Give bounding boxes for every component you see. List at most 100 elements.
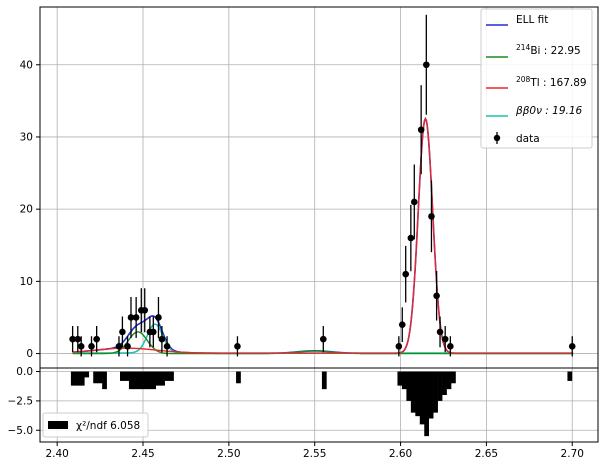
data-point bbox=[410, 198, 418, 206]
data-point bbox=[93, 335, 100, 343]
legend-box bbox=[480, 8, 593, 149]
data-point bbox=[319, 335, 327, 343]
data-point bbox=[436, 328, 444, 336]
top-y-tick-label: 40 bbox=[20, 59, 33, 71]
data-point bbox=[158, 335, 166, 343]
legend-bi214-superscript: 214 bbox=[516, 43, 531, 52]
fit-legend: ELL fit 214Bi : 22.95 208Tl : 167.89 ββ0… bbox=[480, 8, 593, 149]
data-point bbox=[132, 314, 140, 321]
x-tick-label: 2.60 bbox=[389, 448, 412, 460]
residual-bar bbox=[451, 371, 456, 384]
residual-bar bbox=[397, 371, 403, 386]
data-point bbox=[441, 335, 449, 343]
data-point bbox=[150, 328, 157, 336]
residual-bar bbox=[151, 371, 157, 390]
legend-bi214-text: Bi : 22.95 bbox=[530, 45, 580, 57]
data-point bbox=[74, 335, 82, 343]
data-point bbox=[407, 234, 415, 242]
x-tick-label: 2.45 bbox=[131, 448, 154, 460]
chi2-legend-label: χ²/ndf 6.058 bbox=[76, 420, 140, 432]
chi2-legend-swatch bbox=[48, 421, 68, 429]
residual-bar bbox=[410, 371, 416, 413]
data-points bbox=[69, 14, 576, 357]
data-point bbox=[141, 306, 149, 314]
residual-bar bbox=[567, 371, 573, 381]
top-y-tick-label: 30 bbox=[20, 131, 33, 143]
residual-bar bbox=[437, 371, 443, 401]
residual-bar bbox=[120, 371, 125, 381]
residual-bars bbox=[70, 371, 573, 437]
residual-bar bbox=[428, 371, 434, 419]
residual-bar bbox=[128, 371, 134, 390]
top-y-tick-label: 20 bbox=[20, 204, 33, 216]
legend-bb0nu-label: ββ0ν : 19.16 bbox=[515, 105, 583, 117]
residual-bar bbox=[419, 371, 425, 425]
residual-bar bbox=[75, 371, 81, 386]
legend-tl208-text: Tl : 167.89 bbox=[529, 77, 586, 89]
top-y-ticks: 0 10 20 30 40 bbox=[20, 59, 40, 360]
residual-bar bbox=[442, 371, 447, 396]
bottom-y-tick-label: −5.0 bbox=[8, 425, 34, 437]
legend-bi214-label: 214Bi : 22.95 bbox=[516, 43, 581, 57]
legend-data-marker bbox=[493, 134, 501, 142]
data-point bbox=[428, 213, 435, 220]
residual-bar bbox=[146, 371, 152, 390]
data-point bbox=[568, 343, 576, 350]
residual-bar bbox=[401, 371, 407, 390]
data-point bbox=[127, 314, 135, 321]
residual-bar bbox=[433, 371, 438, 413]
residual-bar bbox=[160, 371, 165, 386]
residual-bar bbox=[415, 371, 421, 417]
residual-bar bbox=[137, 371, 143, 390]
data-point bbox=[398, 321, 406, 328]
residual-bar bbox=[321, 371, 327, 390]
data-point bbox=[447, 343, 454, 350]
data-point bbox=[402, 270, 410, 278]
residual-bar bbox=[155, 371, 161, 386]
data-point bbox=[88, 343, 95, 350]
data-point bbox=[234, 343, 241, 350]
bottom-plot-frame bbox=[39, 367, 599, 443]
residual-bar bbox=[164, 371, 170, 381]
residual-bar bbox=[97, 371, 103, 384]
x-tick-label: 2.40 bbox=[45, 448, 68, 460]
data-point bbox=[395, 343, 403, 350]
chi2-legend: χ²/ndf 6.058 bbox=[42, 412, 149, 438]
x-tick-label: 2.65 bbox=[475, 448, 498, 460]
x-tick-label: 2.55 bbox=[303, 448, 326, 460]
residual-bar bbox=[70, 371, 76, 386]
x-tick-label: 2.50 bbox=[217, 448, 240, 460]
bottom-y-ticks: 0.0 −2.5 −5.0 bbox=[8, 366, 40, 437]
data-point bbox=[115, 343, 123, 350]
data-point bbox=[433, 292, 440, 300]
data-point bbox=[155, 314, 162, 321]
residual-bar bbox=[446, 371, 452, 390]
residual-bar bbox=[406, 371, 412, 401]
residual-bar bbox=[102, 371, 107, 390]
legend-tl208-superscript: 208 bbox=[516, 75, 531, 84]
data-point bbox=[163, 343, 171, 350]
tl208-curve bbox=[72, 117, 574, 354]
residual-bar bbox=[79, 371, 85, 386]
x-tick-label: 2.70 bbox=[561, 448, 584, 460]
top-panel: 0 10 20 30 40 ELL fit 214Bi : 22.95 208Tl : … bbox=[20, 6, 599, 369]
residual-panel: 0.0 −2.5 −5.0 2.40 2.45 2.50 2.55 2.60 2.65 2.70… bbox=[8, 366, 599, 460]
bottom-y-tick-label: −2.5 bbox=[8, 395, 34, 407]
legend-data-label: data bbox=[516, 133, 540, 145]
bottom-x-ticks: 2.40 2.45 2.50 2.55 2.60 2.65 2.70 bbox=[45, 442, 584, 460]
top-y-tick-label: 10 bbox=[20, 276, 33, 288]
data-point bbox=[69, 335, 76, 343]
residual-bar bbox=[236, 371, 241, 384]
residual-bar bbox=[124, 371, 130, 381]
top-y-tick-label: 0 bbox=[26, 348, 33, 360]
chi2-legend-box bbox=[42, 412, 149, 438]
legend-tl208-label: 208Tl : 167.89 bbox=[516, 75, 587, 89]
data-point bbox=[124, 343, 131, 350]
residual-bar bbox=[142, 371, 148, 390]
residual-bar bbox=[93, 371, 98, 384]
legend-ell-fit-label: ELL fit bbox=[516, 14, 548, 26]
residual-bar bbox=[133, 371, 139, 390]
residual-bar bbox=[84, 371, 90, 378]
data-point bbox=[423, 61, 430, 69]
